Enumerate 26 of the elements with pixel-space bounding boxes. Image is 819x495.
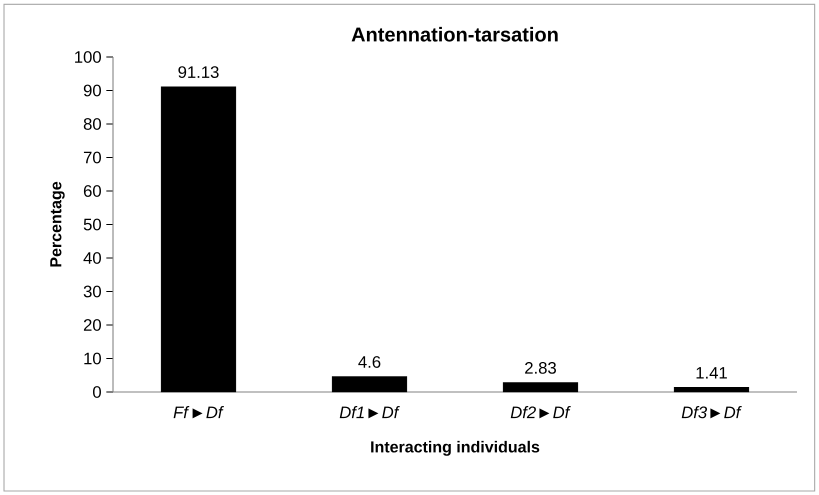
bar — [502, 382, 578, 392]
data-label: 1.41 — [696, 367, 727, 379]
data-label: 2.83 — [525, 362, 556, 374]
y-tick-label: 20 — [84, 319, 101, 331]
x-axis-title: Interacting individuals — [371, 440, 540, 456]
bar — [674, 386, 750, 392]
data-label: 91.13 — [178, 66, 219, 78]
y-tick-label: 60 — [84, 185, 101, 197]
bar — [332, 376, 408, 392]
y-tick-label: 90 — [84, 84, 101, 96]
y-tick-label: 40 — [83, 252, 101, 264]
y-tick-label: 80 — [84, 118, 101, 130]
y-tick-label: 100 — [75, 51, 101, 63]
y-tick-label: 10 — [84, 352, 101, 364]
y-tick-label: 30 — [84, 286, 101, 298]
x-tick-label: Df3►Df — [682, 406, 742, 418]
bar — [160, 86, 236, 392]
x-tick-label: Df2►Df — [510, 406, 571, 418]
y-axis-title: Percentage — [50, 182, 65, 267]
y-tick-label: 0 — [93, 386, 101, 398]
x-tick-label: Ff►Df — [174, 406, 224, 418]
chart-title: Antennation-tarsation — [352, 26, 558, 42]
y-tick-label: 50 — [84, 218, 101, 230]
x-tick-label: Df1►Df — [340, 406, 400, 418]
data-label: 4.6 — [358, 356, 380, 368]
y-tick-label: 70 — [84, 152, 101, 164]
